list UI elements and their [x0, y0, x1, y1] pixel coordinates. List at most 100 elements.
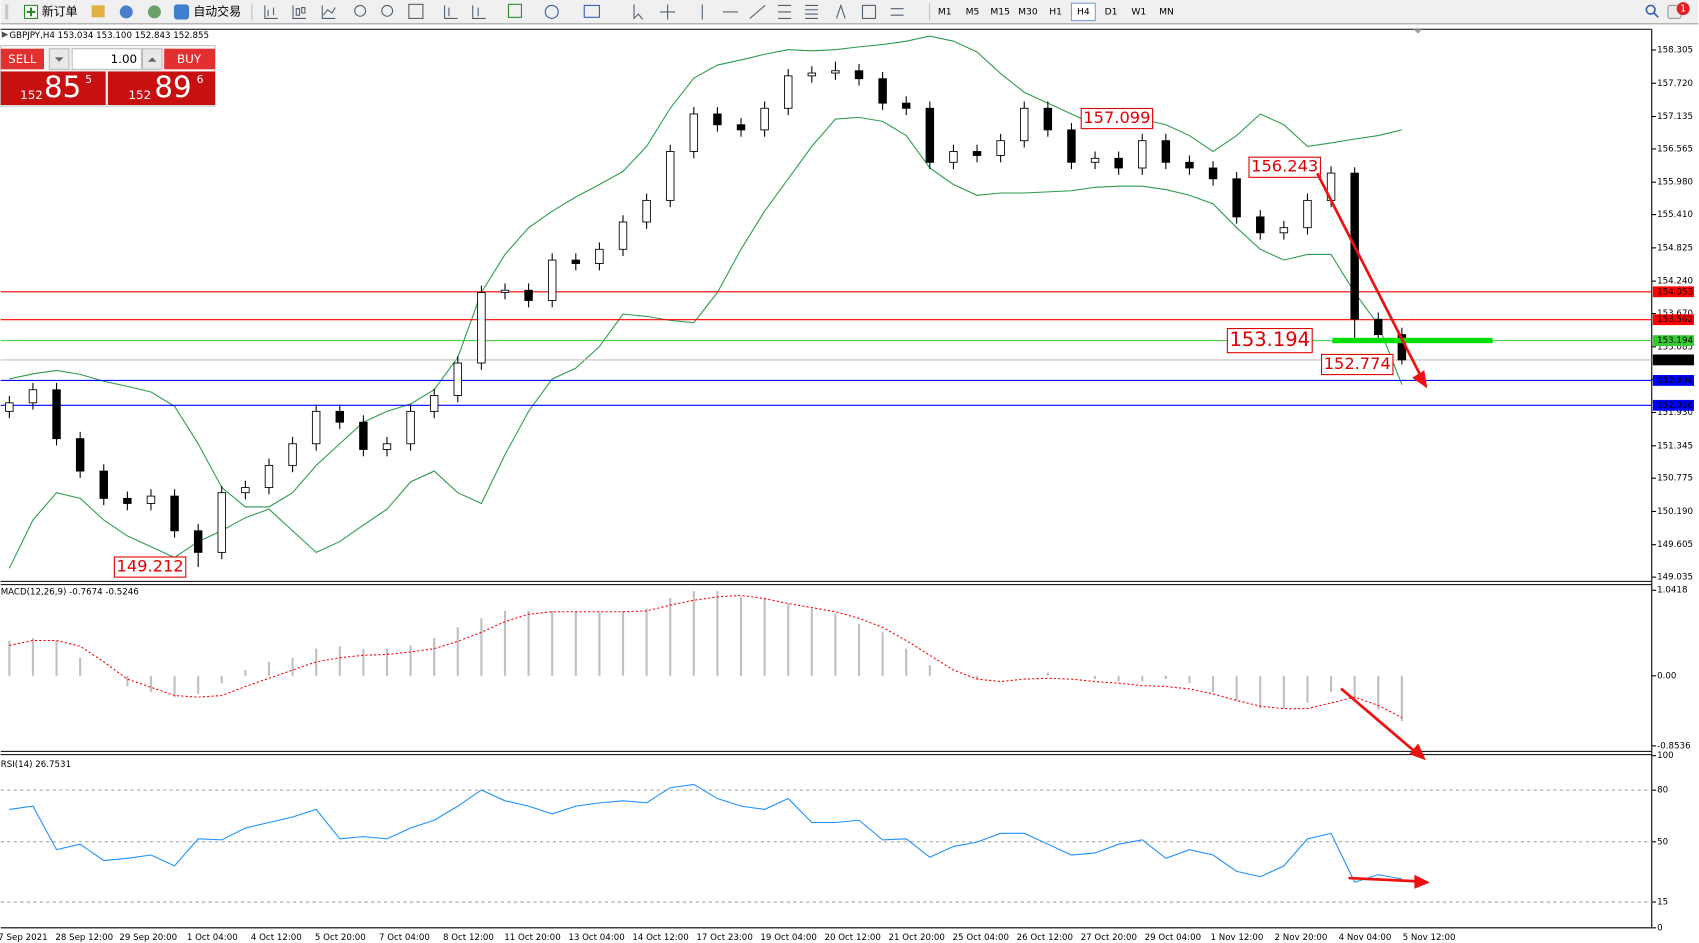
x-tick-label: 14 Oct 12:00: [632, 933, 688, 943]
icon[interactable]: [119, 5, 133, 19]
channel-icon[interactable]: [778, 4, 792, 19]
buy-button[interactable]: [164, 48, 216, 70]
auto-trading-button[interactable]: 自动交易: [173, 4, 241, 20]
price-annotation: 153.194: [1226, 328, 1313, 354]
icon[interactable]: [147, 5, 161, 19]
timeframe-button[interactable]: M15: [990, 6, 1010, 17]
timeframe-button[interactable]: H4: [1077, 6, 1090, 17]
candle-body: [335, 410, 345, 423]
candle-body: [878, 78, 887, 104]
y-tick-label: 149.035: [1657, 573, 1693, 583]
price-tag-label: 152.056: [1657, 401, 1693, 411]
y-tick-label: 158.305: [1657, 45, 1693, 55]
period-icon[interactable]: [544, 4, 559, 19]
candle-body: [831, 70, 840, 74]
price-tag-label: 153.562: [1657, 315, 1693, 325]
candle-body: [1279, 227, 1289, 234]
crosshair-icon[interactable]: [660, 4, 676, 20]
cursor-icon[interactable]: [633, 4, 644, 20]
template-icon[interactable]: [583, 4, 600, 18]
timeframe-button[interactable]: W1: [1131, 6, 1146, 17]
support-zone: [1332, 337, 1493, 344]
y-tick-label: 156.565: [1657, 144, 1693, 154]
candle-body: [1232, 178, 1241, 218]
buy-price-box[interactable]: [107, 71, 216, 106]
price-tag: [1652, 314, 1694, 326]
zoom-out-icon[interactable]: [381, 4, 394, 17]
sell-button[interactable]: [0, 48, 44, 70]
candle-body: [99, 470, 108, 499]
candle-body: [28, 389, 38, 404]
autoscroll-icon[interactable]: [444, 5, 458, 19]
new-order-button[interactable]: 新订单: [23, 4, 78, 19]
x-tick-label: 11 Oct 20:00: [504, 933, 560, 943]
zoom-in-icon[interactable]: [354, 4, 367, 17]
candle-body: [1256, 216, 1265, 234]
x-tick-label: 21 Oct 20:00: [889, 933, 945, 943]
buy-label: BUY: [177, 52, 202, 66]
tile-icon[interactable]: [408, 3, 424, 19]
plus-icon: [26, 7, 36, 17]
y-tick-label: 150.775: [1657, 474, 1693, 484]
candle-body: [972, 151, 982, 156]
trendline-icon[interactable]: [749, 5, 766, 19]
sell-price-box[interactable]: [0, 71, 106, 106]
chart-window: [0, 24, 1699, 943]
search-icon[interactable]: [1645, 4, 1656, 15]
x-tick-label: 4 Nov 04:00: [1339, 933, 1392, 943]
timeframe-button[interactable]: D1: [1105, 6, 1118, 17]
indicator-icon[interactable]: [507, 3, 522, 18]
arrow-head: [1412, 370, 1428, 389]
sell-price-big: 152: [20, 88, 43, 102]
lot-value: 1.00: [111, 52, 137, 66]
line-icon[interactable]: [321, 5, 336, 19]
x-tick-label: 5 Nov 12:00: [1403, 933, 1456, 943]
y-tick-label: 80: [1657, 786, 1668, 796]
annotation-box: [1320, 353, 1394, 376]
timeframe-button[interactable]: M30: [1018, 6, 1038, 17]
candle-body: [925, 107, 935, 163]
candle-body: [52, 389, 61, 440]
candle-body: [193, 530, 203, 553]
candle-body: [217, 492, 226, 553]
x-tick-label: 17 Oct 23:00: [696, 933, 752, 943]
annotation-box: [1248, 156, 1321, 178]
candle-body: [807, 72, 817, 77]
trend-arrows: [1316, 172, 1430, 889]
y-tick-label: 151.345: [1657, 441, 1693, 451]
candle-body: [311, 410, 321, 445]
annotation-label: 152.774: [1324, 354, 1391, 373]
price-tag-label: 152.855: [1657, 355, 1693, 365]
x-tick-label: 5 Oct 20:00: [315, 933, 366, 943]
lot-input[interactable]: [71, 48, 142, 70]
timeframe-button[interactable]: M1: [938, 6, 952, 17]
toolbar-icons: [264, 3, 904, 20]
x-tick-label: 25 Oct 04:00: [953, 933, 1009, 943]
timeframe-button[interactable]: MN: [1159, 6, 1174, 17]
x-tick-label: 19 Oct 04:00: [760, 933, 816, 943]
candle-body: [146, 495, 156, 504]
text-icon[interactable]: [835, 3, 846, 19]
arrow-head: [1414, 874, 1430, 889]
shift-icon[interactable]: [472, 5, 486, 19]
buy-price-small: 6: [197, 73, 204, 86]
candle-body: [500, 289, 510, 293]
icon[interactable]: [91, 5, 105, 18]
timeframe-button[interactable]: H1: [1049, 6, 1062, 17]
arrows-icon[interactable]: [890, 8, 904, 16]
fibo-icon[interactable]: [805, 4, 819, 19]
candle-body: [241, 487, 250, 494]
x-tick-label: 8 Oct 12:00: [443, 933, 494, 943]
macd-title: MACD(12,26,9) -0.7674 -0.5246: [1, 588, 139, 598]
candle-body: [760, 107, 769, 131]
candle-body: [618, 221, 628, 250]
timeframe-button[interactable]: M5: [966, 6, 980, 17]
one-click-trading: SELL 1.00 BUY 152 85 5 152 89 6: [0, 44, 216, 107]
candle-icon[interactable]: [292, 5, 307, 19]
price-tag: [1652, 335, 1694, 347]
bar-chart-icon[interactable]: [264, 5, 278, 19]
notification-badge[interactable]: [1676, 2, 1690, 16]
label-icon[interactable]: [861, 4, 877, 19]
